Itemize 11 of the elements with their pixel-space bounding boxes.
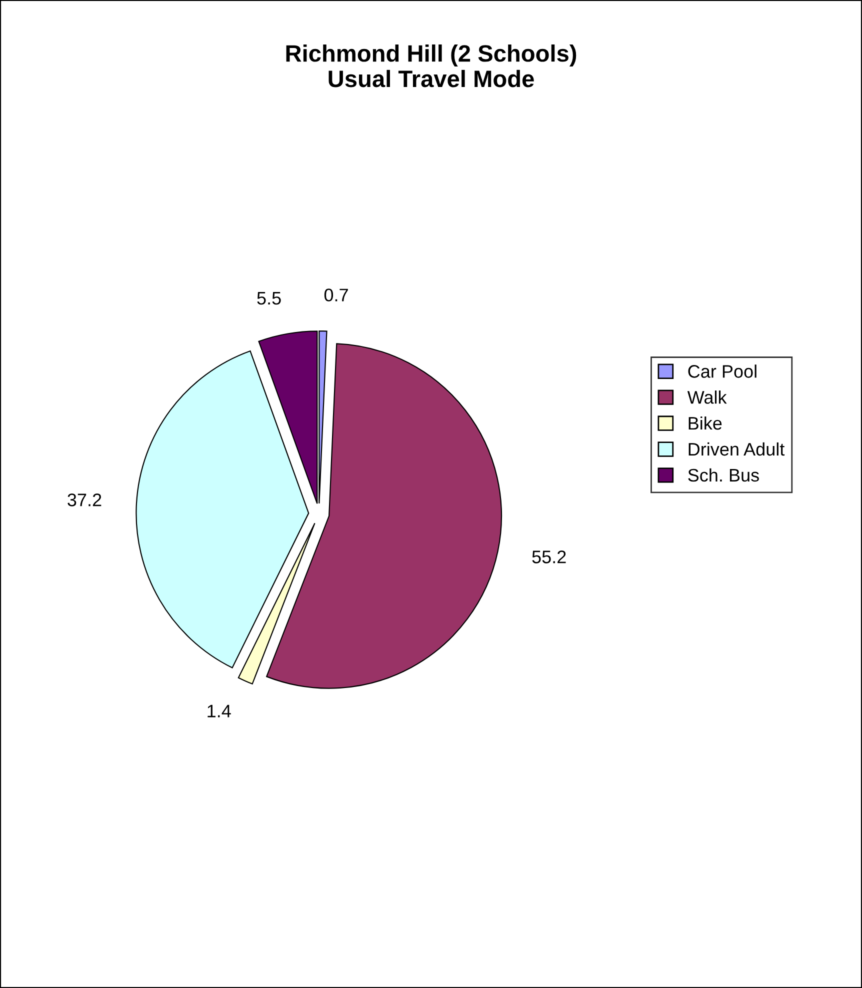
legend-label: Sch. Bus [688,468,759,482]
legend-label: Car Pool [688,364,756,378]
data-label: 5.5 [257,292,281,305]
data-label: 37.2 [68,494,102,506]
legend-label: Bike [688,416,722,430]
chart-title: Richmond Hill (2 Schools) Usual Travel Mode [286,44,576,88]
legend-label: Driven Adult [688,442,785,456]
data-label: 55.2 [532,550,566,564]
data-label: 0.7 [324,288,348,302]
data-label: 1.4 [208,704,231,718]
legend-label: Walk [687,390,727,404]
